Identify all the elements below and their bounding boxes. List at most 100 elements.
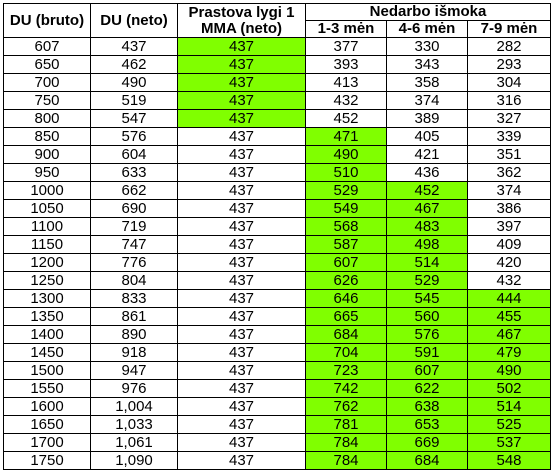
cell-du-bruto: 950 [3, 163, 91, 182]
cell-prastova: 437 [177, 433, 306, 452]
cell-7-9-men: 327 [467, 109, 551, 128]
cell-prastova: 437 [177, 217, 306, 236]
cell-prastova: 437 [177, 451, 306, 470]
cell-du-neto: 662 [90, 181, 178, 200]
cell-du-neto: 547 [90, 109, 178, 128]
cell-7-9-men: 409 [467, 235, 551, 254]
table-row: 1450 918 437 704 591 479 [3, 343, 551, 362]
cell-prastova: 437 [177, 415, 306, 434]
cell-7-9-men: 502 [467, 379, 551, 398]
cell-du-neto: 947 [90, 361, 178, 380]
cell-4-6-men: 591 [386, 343, 468, 362]
table-row: 1000 662 437 529 452 374 [3, 181, 551, 200]
table-row: 1650 1,033 437 781 653 525 [3, 415, 551, 434]
table-row: 650 462 437 393 343 293 [3, 55, 551, 74]
cell-7-9-men: 455 [467, 307, 551, 326]
cell-1-3-men: 490 [305, 145, 387, 164]
cell-du-bruto: 1150 [3, 235, 91, 254]
cell-1-3-men: 781 [305, 415, 387, 434]
cell-du-neto: 690 [90, 199, 178, 218]
cell-prastova: 437 [177, 271, 306, 290]
cell-prastova: 437 [177, 91, 306, 110]
cell-du-bruto: 850 [3, 127, 91, 146]
cell-7-9-men: 420 [467, 253, 551, 272]
cell-du-neto: 1,033 [90, 415, 178, 434]
header-4-6-men: 4-6 mėn [386, 20, 468, 38]
cell-4-6-men: 358 [386, 73, 468, 92]
table-row: 950 633 437 510 436 362 [3, 163, 551, 182]
cell-prastova: 437 [177, 325, 306, 344]
cell-1-3-men: 784 [305, 433, 387, 452]
cell-7-9-men: 304 [467, 73, 551, 92]
header-prastova: Prastova lygi 1 MMA (neto) [177, 3, 306, 38]
cell-du-bruto: 800 [3, 109, 91, 128]
cell-du-neto: 576 [90, 127, 178, 146]
cell-du-neto: 462 [90, 55, 178, 74]
cell-du-neto: 604 [90, 145, 178, 164]
cell-4-6-men: 467 [386, 199, 468, 218]
table-row: 1550 976 437 742 622 502 [3, 379, 551, 398]
table-row: 1400 890 437 684 576 467 [3, 325, 551, 344]
cell-7-9-men: 467 [467, 325, 551, 344]
cell-du-neto: 1,004 [90, 397, 178, 416]
table-row: 1100 719 437 568 483 397 [3, 217, 551, 236]
cell-du-bruto: 1550 [3, 379, 91, 398]
cell-4-6-men: 421 [386, 145, 468, 164]
cell-7-9-men: 479 [467, 343, 551, 362]
cell-1-3-men: 742 [305, 379, 387, 398]
cell-du-bruto: 650 [3, 55, 91, 74]
cell-7-9-men: 293 [467, 55, 551, 74]
cell-4-6-men: 545 [386, 289, 468, 308]
cell-du-bruto: 1350 [3, 307, 91, 326]
cell-7-9-men: 525 [467, 415, 551, 434]
cell-7-9-men: 386 [467, 199, 551, 218]
cell-1-3-men: 587 [305, 235, 387, 254]
cell-1-3-men: 413 [305, 73, 387, 92]
table-row: 1600 1,004 437 762 638 514 [3, 397, 551, 416]
cell-7-9-men: 432 [467, 271, 551, 290]
cell-du-neto: 776 [90, 253, 178, 272]
table-row: 1250 804 437 626 529 432 [3, 271, 551, 290]
cell-4-6-men: 374 [386, 91, 468, 110]
cell-du-bruto: 1000 [3, 181, 91, 200]
cell-du-bruto: 750 [3, 91, 91, 110]
cell-du-bruto: 700 [3, 73, 91, 92]
header-1-3-men: 1-3 mėn [305, 20, 387, 38]
cell-1-3-men: 646 [305, 289, 387, 308]
table-row: 607 437 437 377 330 282 [3, 37, 551, 56]
header-7-9-men: 7-9 mėn [467, 20, 551, 38]
cell-prastova: 437 [177, 379, 306, 398]
cell-prastova: 437 [177, 55, 306, 74]
cell-du-bruto: 1750 [3, 451, 91, 470]
table-row: 700 490 437 413 358 304 [3, 73, 551, 92]
table-row: 1500 947 437 723 607 490 [3, 361, 551, 380]
cell-du-neto: 890 [90, 325, 178, 344]
cell-4-6-men: 669 [386, 433, 468, 452]
cell-du-bruto: 1500 [3, 361, 91, 380]
cell-1-3-men: 684 [305, 325, 387, 344]
cell-4-6-men: 389 [386, 109, 468, 128]
cell-1-3-men: 510 [305, 163, 387, 182]
cell-4-6-men: 560 [386, 307, 468, 326]
table-row: 1700 1,061 437 784 669 537 [3, 433, 551, 452]
cell-du-bruto: 1450 [3, 343, 91, 362]
cell-4-6-men: 483 [386, 217, 468, 236]
table-row: 1200 776 437 607 514 420 [3, 253, 551, 272]
cell-du-neto: 747 [90, 235, 178, 254]
cell-1-3-men: 432 [305, 91, 387, 110]
cell-du-neto: 719 [90, 217, 178, 236]
cell-7-9-men: 548 [467, 451, 551, 470]
cell-4-6-men: 436 [386, 163, 468, 182]
cell-prastova: 437 [177, 361, 306, 380]
cell-4-6-men: 452 [386, 181, 468, 200]
cell-du-bruto: 1100 [3, 217, 91, 236]
cell-7-9-men: 282 [467, 37, 551, 56]
cell-du-bruto: 1250 [3, 271, 91, 290]
cell-prastova: 437 [177, 343, 306, 362]
cell-4-6-men: 622 [386, 379, 468, 398]
cell-7-9-men: 444 [467, 289, 551, 308]
cell-1-3-men: 568 [305, 217, 387, 236]
cell-7-9-men: 362 [467, 163, 551, 182]
cell-1-3-men: 704 [305, 343, 387, 362]
cell-7-9-men: 339 [467, 127, 551, 146]
